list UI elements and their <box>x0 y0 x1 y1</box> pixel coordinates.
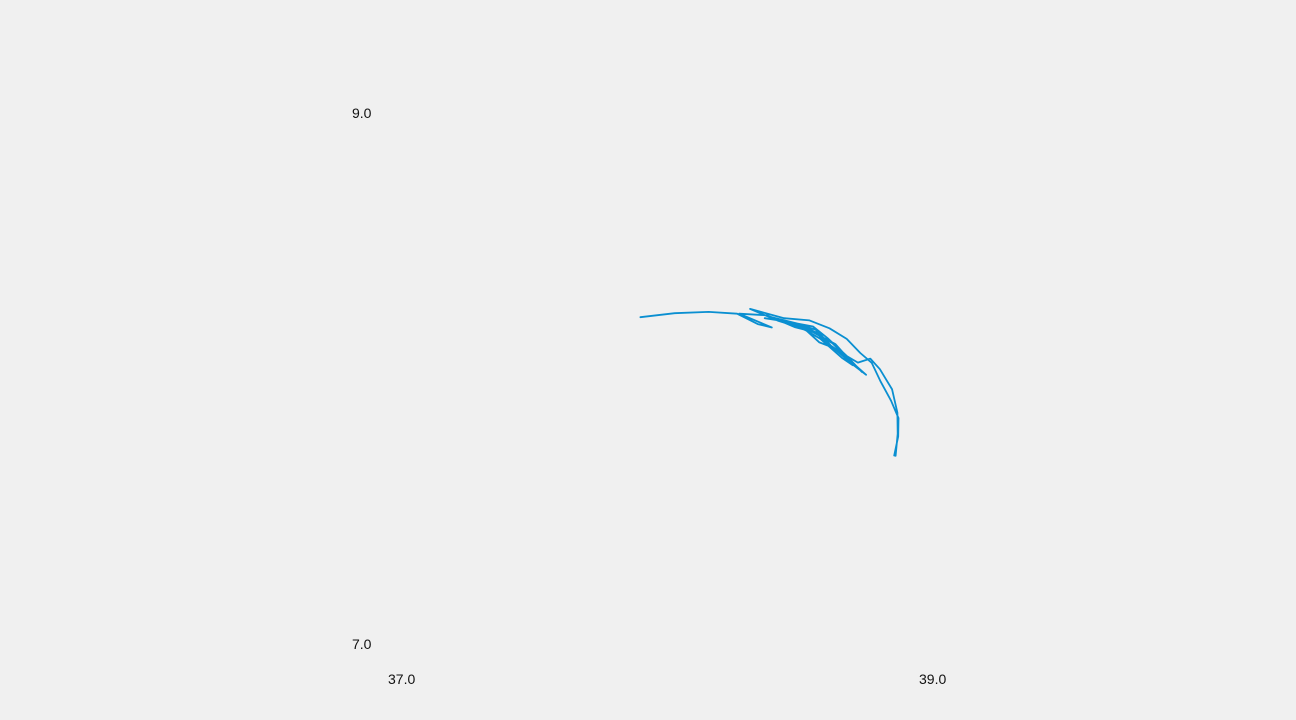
x-tick-label-right: 39.0 <box>919 671 946 687</box>
track-polyline <box>639 307 900 457</box>
x-tick-label-left: 37.0 <box>388 671 415 687</box>
y-tick-label-top: 9.0 <box>352 105 372 121</box>
y-tick-label-bottom: 7.0 <box>352 636 372 652</box>
